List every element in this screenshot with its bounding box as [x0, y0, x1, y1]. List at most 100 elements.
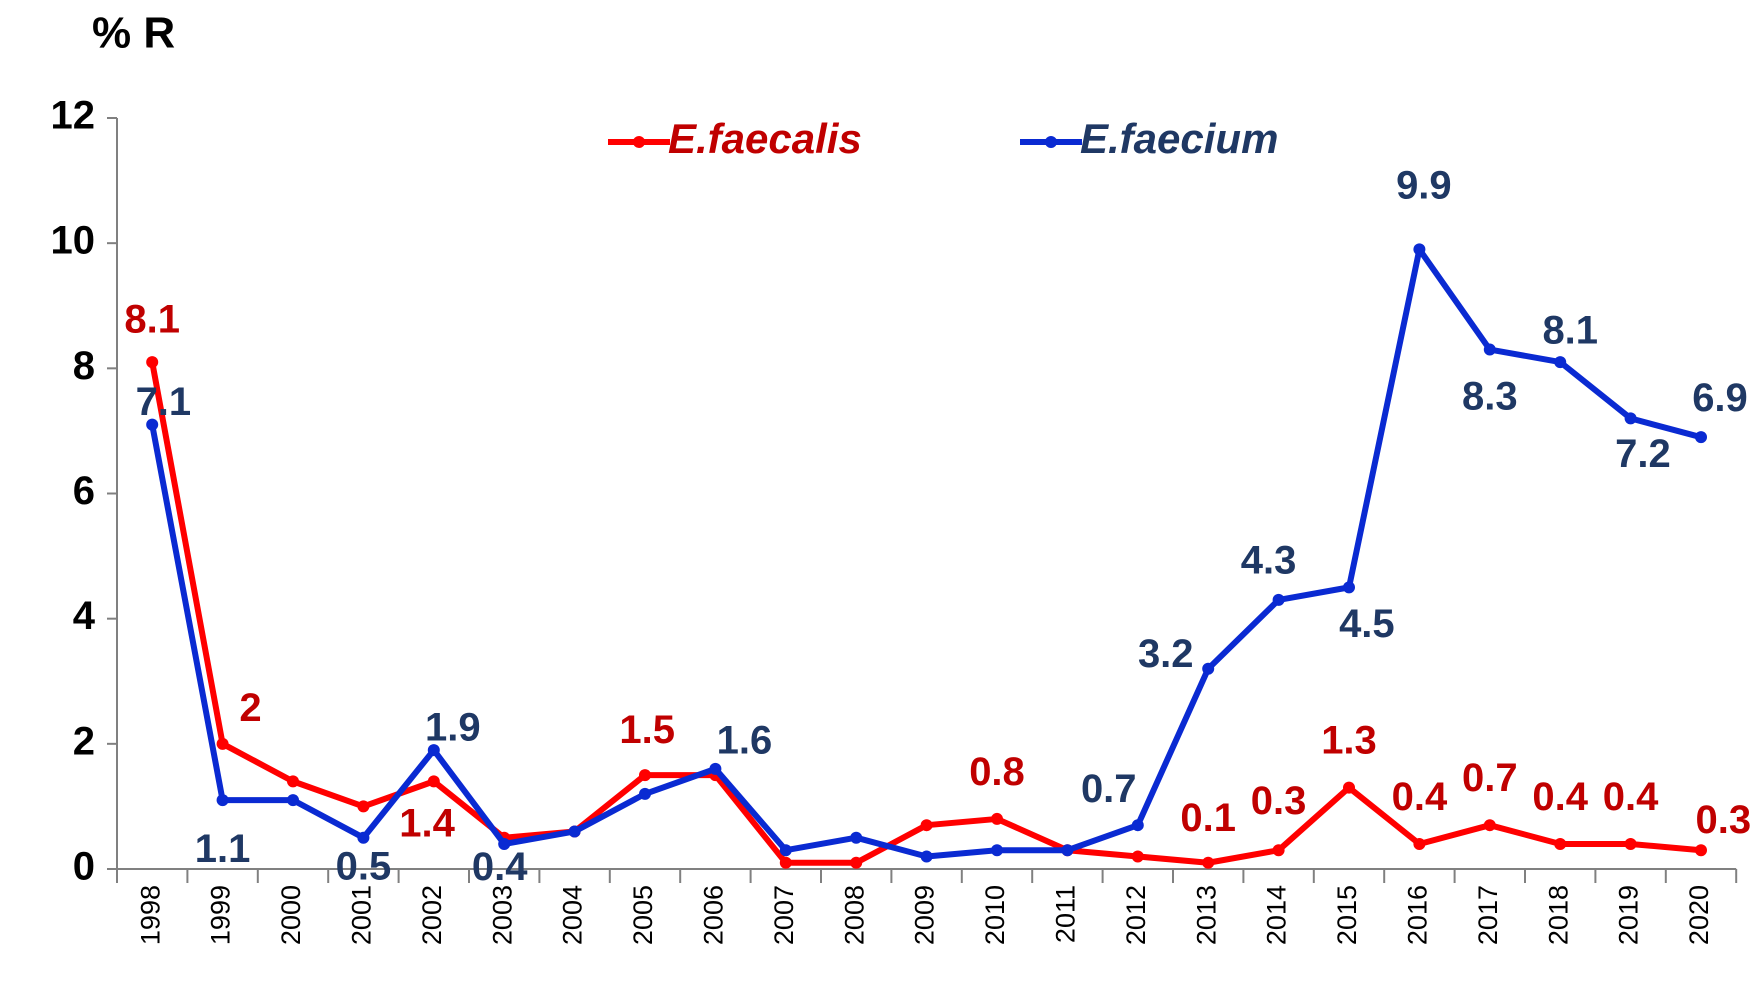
data-label: 1.5: [619, 708, 675, 752]
y-tick-label: 10: [51, 219, 96, 263]
data-point: [357, 800, 370, 813]
data-point: [1343, 581, 1355, 594]
data-point: [991, 844, 1003, 857]
data-label: 0.4: [1392, 775, 1448, 819]
data-label: 0.4: [1603, 775, 1659, 819]
x-tick-label: 2009: [910, 885, 940, 945]
legend-label: E.faecium: [1080, 115, 1278, 162]
x-tick-label: 2012: [1121, 885, 1151, 945]
x-tick-label: 2006: [699, 885, 729, 945]
data-label: 0.7: [1081, 767, 1137, 811]
y-tick-label: 4: [73, 594, 96, 638]
data-label: 0.4: [1532, 775, 1588, 819]
data-label: 8.1: [1542, 309, 1598, 353]
data-point: [920, 819, 933, 832]
data-point: [1554, 356, 1567, 369]
y-tick-label: 2: [73, 719, 95, 763]
data-label: 8.1: [124, 297, 180, 341]
x-tick-label: 1999: [206, 885, 236, 945]
data-point: [1131, 819, 1144, 832]
x-tick-label: 2008: [839, 885, 869, 945]
data-label: 1.9: [425, 706, 481, 750]
x-tick-label: 2007: [769, 885, 799, 945]
data-point: [146, 356, 159, 369]
x-tick-label: 2017: [1473, 885, 1503, 945]
data-point: [1343, 781, 1355, 794]
y-tick-label: 12: [51, 94, 96, 138]
data-point: [639, 769, 651, 782]
y-axis-label: % R: [92, 9, 175, 58]
data-point: [1695, 844, 1707, 857]
data-point: [850, 856, 863, 869]
data-point: [568, 825, 581, 838]
data-label: 7.1: [136, 380, 192, 424]
x-tick-label: 2015: [1332, 885, 1362, 945]
data-point: [1202, 662, 1215, 675]
x-tick-label: 2014: [1262, 885, 1292, 945]
data-label: 7.2: [1615, 432, 1671, 476]
data-label: 0.7: [1462, 756, 1518, 800]
x-tick-label: 1998: [135, 885, 165, 945]
data-label: 2: [239, 686, 261, 730]
data-label: 4.3: [1241, 539, 1297, 583]
data-label: 0.5: [336, 845, 392, 889]
x-tick-label: 2019: [1614, 885, 1644, 945]
x-tick-label: 2001: [347, 885, 377, 945]
x-tick-label: 2016: [1403, 885, 1433, 945]
data-label: 1.1: [195, 827, 251, 871]
x-tick-label: 2000: [276, 885, 306, 945]
data-point: [427, 775, 440, 788]
data-point: [146, 418, 159, 431]
data-point: [1272, 844, 1285, 857]
data-point: [287, 775, 299, 788]
legend-label: E.faecalis: [668, 115, 862, 162]
data-point: [1483, 819, 1496, 832]
data-label: 0.4: [472, 845, 528, 889]
x-tick-label: 2013: [1191, 885, 1221, 945]
data-label: 1.4: [399, 802, 455, 846]
data-label: 1.3: [1321, 719, 1377, 763]
data-label: 0.8: [969, 750, 1025, 794]
data-point: [1272, 593, 1285, 606]
data-point: [357, 831, 370, 844]
data-label: 4.5: [1339, 602, 1395, 646]
data-point: [1061, 844, 1074, 857]
x-tick-label: 2004: [558, 885, 588, 945]
data-point: [287, 794, 299, 807]
data-point: [1413, 837, 1426, 850]
data-point: [1624, 837, 1637, 850]
data-label: 0.3: [1251, 779, 1307, 823]
x-tick-label: 2003: [487, 885, 517, 945]
data-point: [1413, 243, 1426, 256]
data-point: [639, 787, 651, 800]
data-label: 9.9: [1396, 164, 1452, 208]
y-tick-label: 8: [73, 344, 95, 388]
data-label: 0.3: [1696, 798, 1752, 842]
data-point: [709, 762, 722, 775]
data-point: [1483, 343, 1496, 356]
data-label: 8.3: [1462, 374, 1518, 418]
data-point: [1202, 856, 1215, 869]
data-point: [779, 844, 792, 857]
data-point: [779, 856, 792, 869]
data-label: 3.2: [1138, 632, 1194, 676]
legend-marker: [1045, 136, 1057, 148]
data-point: [216, 794, 229, 807]
data-label: 0.1: [1180, 796, 1236, 840]
data-point: [850, 831, 863, 844]
data-point: [216, 737, 229, 750]
data-label: 6.9: [1692, 376, 1748, 420]
x-tick-label: 2018: [1543, 885, 1573, 945]
data-point: [498, 837, 511, 850]
data-point: [1624, 412, 1637, 425]
x-tick-label: 2020: [1684, 885, 1714, 945]
data-point: [1695, 431, 1707, 444]
y-tick-label: 6: [73, 469, 95, 513]
data-label: 1.6: [717, 719, 773, 763]
y-tick-label: 0: [73, 845, 95, 889]
data-point: [991, 812, 1003, 825]
x-tick-label: 2002: [417, 885, 447, 945]
legend-marker: [633, 136, 645, 148]
x-tick-label: 2005: [628, 885, 658, 945]
